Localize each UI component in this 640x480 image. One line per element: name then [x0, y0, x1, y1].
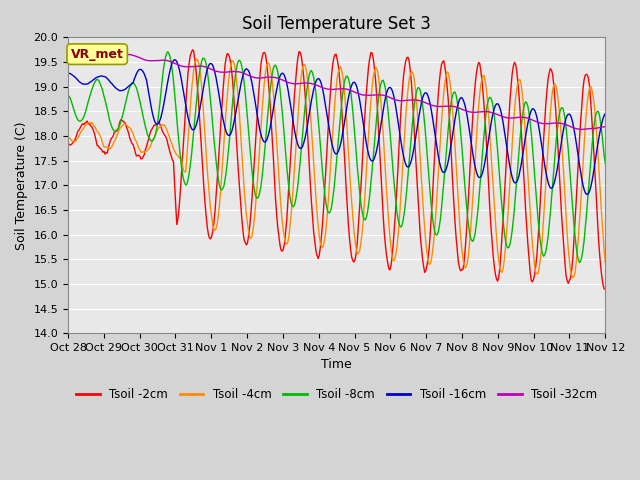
Text: VR_met: VR_met [70, 48, 124, 60]
X-axis label: Time: Time [321, 359, 352, 372]
Y-axis label: Soil Temperature (C): Soil Temperature (C) [15, 121, 28, 250]
Legend: Tsoil -2cm, Tsoil -4cm, Tsoil -8cm, Tsoil -16cm, Tsoil -32cm: Tsoil -2cm, Tsoil -4cm, Tsoil -8cm, Tsoi… [72, 384, 602, 406]
Title: Soil Temperature Set 3: Soil Temperature Set 3 [242, 15, 431, 33]
